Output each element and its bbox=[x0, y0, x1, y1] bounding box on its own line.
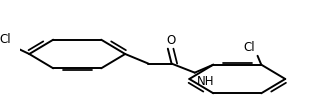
Text: NH: NH bbox=[197, 75, 214, 88]
Text: Cl: Cl bbox=[244, 41, 255, 54]
Text: Cl: Cl bbox=[0, 33, 11, 46]
Text: O: O bbox=[166, 34, 175, 47]
